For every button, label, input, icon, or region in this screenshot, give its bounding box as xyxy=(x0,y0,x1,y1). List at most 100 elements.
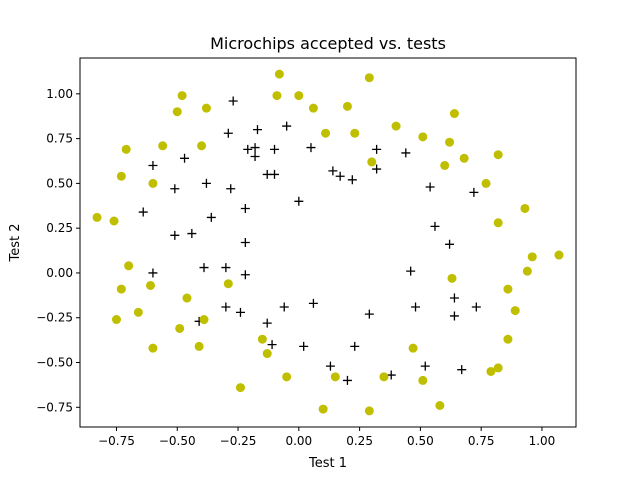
rejected-point xyxy=(250,152,260,162)
accepted-point xyxy=(520,203,530,213)
accepted-point xyxy=(262,349,272,359)
rejected-point xyxy=(223,128,233,138)
rejected-point xyxy=(335,171,345,181)
chart-title: Microchips accepted vs. tests xyxy=(210,34,446,53)
rejected-point xyxy=(308,298,318,308)
rejected-point xyxy=(449,311,459,321)
rejected-point xyxy=(282,121,292,131)
accepted-point xyxy=(133,307,143,317)
rejected-point xyxy=(221,302,231,312)
rejected-point xyxy=(328,166,338,176)
accepted-point xyxy=(418,375,428,385)
rejected-point xyxy=(270,169,280,179)
rejected-point xyxy=(235,307,245,317)
y-tick-label: −0.50 xyxy=(36,356,73,370)
accepted-point xyxy=(318,404,328,414)
rejected-point xyxy=(170,184,180,194)
accepted-point xyxy=(527,252,537,262)
rejected-point xyxy=(425,182,435,192)
y-tick-label: 0.75 xyxy=(46,132,73,146)
rejected-point xyxy=(262,318,272,328)
y-tick-label: 0.00 xyxy=(46,266,73,280)
accepted-point xyxy=(364,406,374,416)
accepted-point xyxy=(148,178,158,188)
rejected-point xyxy=(469,187,479,197)
accepted-point xyxy=(194,341,204,351)
accepted-point xyxy=(111,315,121,325)
accepted-point xyxy=(418,132,428,142)
accepted-point xyxy=(235,383,245,393)
rejected-point xyxy=(372,164,382,174)
accepted-point xyxy=(364,73,374,83)
accepted-point xyxy=(109,216,119,226)
rejected-point xyxy=(386,370,396,380)
rejected-point xyxy=(148,268,158,278)
rejected-point xyxy=(471,302,481,312)
accepted-point xyxy=(435,401,445,411)
rejected-point xyxy=(240,203,250,213)
rejected-point xyxy=(406,266,416,276)
x-tick-label: −0.75 xyxy=(98,434,135,448)
accepted-point xyxy=(408,343,418,353)
axes-frame xyxy=(79,57,577,428)
rejected-point xyxy=(445,239,455,249)
x-axis-ticks: −0.75 −0.50 −0.25 0.00 0.25 0.50 0.75 1.00 xyxy=(98,427,555,448)
rejected-point xyxy=(325,361,335,371)
accepted-point xyxy=(172,107,182,117)
plot-marks xyxy=(92,69,564,416)
accepted-point xyxy=(503,284,513,294)
accepted-point xyxy=(182,293,192,303)
rejected-point xyxy=(347,175,357,185)
accepted-point xyxy=(274,69,284,79)
accepted-point xyxy=(321,128,331,138)
rejected-point xyxy=(206,212,216,222)
x-tick-label: 0.75 xyxy=(468,434,495,448)
accepted-point xyxy=(493,218,503,228)
accepted-point xyxy=(223,279,233,289)
accepted-point xyxy=(445,137,455,147)
accepted-point xyxy=(201,103,211,113)
accepted-point xyxy=(510,306,520,316)
accepted-point xyxy=(116,284,126,294)
accepted-point xyxy=(367,157,377,167)
accepted-point xyxy=(308,103,318,113)
rejected-point xyxy=(138,207,148,217)
rejected-point xyxy=(299,341,309,351)
accepted-point xyxy=(379,372,389,382)
y-axis-label: Test 2 xyxy=(8,223,23,262)
accepted-point xyxy=(554,250,564,260)
rejected-point xyxy=(250,143,260,153)
x-axis-label: Test 1 xyxy=(308,456,347,471)
accepted-point xyxy=(158,141,168,151)
rejected-point xyxy=(221,263,231,273)
rejected-point xyxy=(279,302,289,312)
rejected-point xyxy=(267,340,277,350)
rejected-point xyxy=(449,293,459,303)
accepted-point xyxy=(459,153,469,163)
accepted-point xyxy=(481,178,491,188)
rejected-point xyxy=(252,125,262,135)
rejected-point xyxy=(240,238,250,247)
accepted-point xyxy=(447,273,457,283)
rejected-point xyxy=(148,160,158,170)
rejected-point xyxy=(270,144,280,154)
accepted-point xyxy=(350,128,360,138)
rejected-point xyxy=(294,196,304,206)
y-tick-label: −0.75 xyxy=(36,400,73,414)
rejected-point xyxy=(430,221,440,231)
accepted-point xyxy=(449,109,459,119)
accepted-point xyxy=(522,266,532,276)
y-tick-label: 1.00 xyxy=(46,87,73,101)
y-tick-label: −0.25 xyxy=(36,311,73,325)
accepted-point xyxy=(175,323,185,333)
accepted-point xyxy=(148,343,158,353)
accepted-point xyxy=(177,91,187,101)
x-tick-label: 1.00 xyxy=(529,434,556,448)
accepted-point xyxy=(257,334,267,344)
x-tick-label: 0.50 xyxy=(407,434,434,448)
accepted-point xyxy=(124,261,134,271)
rejected-point xyxy=(170,230,180,240)
accepted-point xyxy=(493,363,503,373)
